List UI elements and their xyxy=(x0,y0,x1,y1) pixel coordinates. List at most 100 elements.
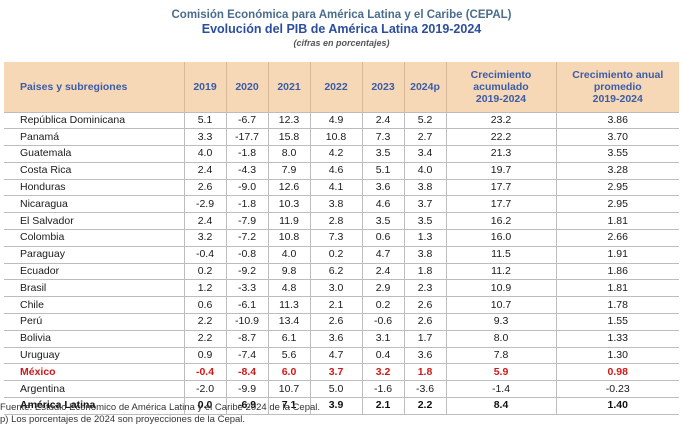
cell-country: Brasil xyxy=(4,279,184,297)
cell-2023: 0.4 xyxy=(361,346,404,364)
cell-2019: 5.1 xyxy=(183,111,226,129)
gdp-table: Paises y subregiones 2019 2020 2021 2022… xyxy=(4,62,679,415)
cell-2021: 4.0 xyxy=(267,245,310,264)
table-row: América Latina 0.0 -6.9 7.1 3.9 2.1 2.2 8.4 1.40 xyxy=(4,397,679,415)
cell-2022: 5.0 xyxy=(309,380,362,398)
report-main-title: Evolución del PIB de América Latina 2019… xyxy=(201,22,482,36)
cell-accumulated: 5.9 xyxy=(445,363,556,381)
cell-2020: -10.9 xyxy=(225,313,268,331)
table-body: República Dominicana 5.1 -6.7 12.3 4.9 2.4 5.2… xyxy=(4,111,679,415)
cell-2021: 7.9 xyxy=(267,161,310,180)
cell-2024p: 3.6 xyxy=(403,346,446,364)
cell-2021: 11.9 xyxy=(267,212,310,230)
cell-2019: -0.4 xyxy=(183,245,226,264)
cell-2024p: 1.7 xyxy=(403,329,446,348)
cell-accumulated: 10.9 xyxy=(445,279,556,297)
cell-country: Honduras xyxy=(4,178,184,196)
cell-country: República Dominicana xyxy=(4,111,184,129)
table-row: Guatemala 4.0 -1.8 8.0 4.2 3.5 3.4 21.3 3.55 xyxy=(4,145,679,163)
cell-2020: -1.8 xyxy=(225,195,268,213)
cell-2019: 3.2 xyxy=(183,229,226,247)
cell-average: 3.55 xyxy=(555,145,679,163)
table-row: El Salvador 2.4 -7.9 11.9 2.8 3.5 3.5 16.2 1.81 xyxy=(4,212,679,230)
cell-average: 1.81 xyxy=(555,279,679,297)
cell-2023: 5.1 xyxy=(361,161,404,180)
cell-country: Paraguay xyxy=(4,245,184,264)
cell-2019: 2.2 xyxy=(183,329,226,348)
cell-2021: 10.3 xyxy=(267,195,310,213)
cell-2021: 6.0 xyxy=(267,363,310,381)
table-row: Bolivia 2.2 -8.7 6.1 3.6 3.1 1.7 8.0 1.33 xyxy=(4,329,679,348)
report-subtitle: (cifras en porcentajes) xyxy=(293,38,390,48)
cell-2023: 3.1 xyxy=(361,329,404,348)
cell-2020: -17.7 xyxy=(225,128,268,146)
table-row: Perú 2.2 -10.9 13.4 2.6 -0.6 2.6 9.3 1.55 xyxy=(4,313,679,331)
cell-2024p: 4.0 xyxy=(403,161,446,180)
cell-2022: 7.3 xyxy=(309,229,362,247)
cell-2019: -0.4 xyxy=(183,363,226,381)
cell-2023: 2.9 xyxy=(361,279,404,297)
cell-2022: 3.6 xyxy=(309,329,362,348)
cell-2020: -8.7 xyxy=(225,329,268,348)
cell-accumulated: 16.2 xyxy=(445,212,556,230)
cell-2023: 0.2 xyxy=(361,296,404,314)
cell-country: Panamá xyxy=(4,128,184,146)
cell-2020: -9.0 xyxy=(225,178,268,196)
col-header-accumulated-line2: acumulado xyxy=(473,80,529,93)
cell-2023: 0.6 xyxy=(361,229,404,247)
cell-2022: 2.8 xyxy=(309,212,362,230)
table-row: República Dominicana 5.1 -6.7 12.3 4.9 2.4 5.2… xyxy=(4,111,679,129)
cell-2023: 3.6 xyxy=(361,178,404,196)
footnote-source: Fuente: Estudio Económico de América Lat… xyxy=(0,402,321,413)
cell-accumulated: 19.7 xyxy=(445,161,556,180)
cell-2019: 3.3 xyxy=(183,128,226,146)
cell-2019: 2.6 xyxy=(183,178,226,196)
cell-country: Bolivia xyxy=(4,329,184,348)
table-row: Brasil 1.2 -3.3 4.8 3.0 2.9 2.3 10.9 1.81 xyxy=(4,279,679,297)
col-header-average-line1: Crecimiento anual xyxy=(572,68,664,81)
cell-2019: 2.4 xyxy=(183,212,226,230)
cell-average: 1.91 xyxy=(555,245,679,264)
cell-2019: 4.0 xyxy=(183,145,226,163)
cell-2024p: 2.6 xyxy=(403,313,446,331)
cell-average: 1.86 xyxy=(555,262,679,280)
cell-2020: -0.8 xyxy=(225,245,268,264)
cell-accumulated: 8.0 xyxy=(445,329,556,348)
col-header-average: Crecimiento anual promedio 2019-2024 xyxy=(555,62,679,112)
cell-2022: 4.1 xyxy=(309,178,362,196)
cell-2019: 1.2 xyxy=(183,279,226,297)
cell-country: Perú xyxy=(4,313,184,331)
cell-2022: 3.0 xyxy=(309,279,362,297)
col-header-2021: 2021 xyxy=(267,62,310,112)
col-header-average-line2: promedio xyxy=(593,80,642,93)
cell-2023: -1.6 xyxy=(361,380,404,398)
cell-2020: -3.3 xyxy=(225,279,268,297)
cell-2020: -8.4 xyxy=(225,363,268,381)
cell-2020: -4.3 xyxy=(225,161,268,180)
cell-country: Guatemala xyxy=(4,145,184,163)
col-header-accumulated-line1: Crecimiento xyxy=(470,68,532,81)
cell-2021: 9.8 xyxy=(267,262,310,280)
cell-2019: -2.0 xyxy=(183,380,226,398)
cell-average: 1.81 xyxy=(555,212,679,230)
table-row: Colombia 3.2 -7.2 10.8 7.3 0.6 1.3 16.0 2.66 xyxy=(4,229,679,247)
cell-2023: 2.4 xyxy=(361,111,404,129)
table-row: Argentina -2.0 -9.9 10.7 5.0 -1.6 -3.6 -1.4 -0.2… xyxy=(4,380,679,398)
col-header-2024p: 2024p xyxy=(403,62,446,112)
table-row: Paraguay -0.4 -0.8 4.0 0.2 4.7 3.8 11.5 1.91 xyxy=(4,245,679,264)
col-header-2020: 2020 xyxy=(225,62,268,112)
cell-accumulated: 16.0 xyxy=(445,229,556,247)
cell-2023: 2.4 xyxy=(361,262,404,280)
cell-2023: 2.1 xyxy=(361,397,404,415)
cell-country: América Latina xyxy=(4,397,184,415)
cell-2024p: 3.8 xyxy=(403,178,446,196)
col-header-country: Paises y subregiones xyxy=(4,62,184,112)
cell-average: 3.70 xyxy=(555,128,679,146)
cell-accumulated: 11.2 xyxy=(445,262,556,280)
cell-2022: 10.8 xyxy=(309,128,362,146)
cell-2023: 4.6 xyxy=(361,195,404,213)
col-header-accumulated-line3: 2019-2024 xyxy=(475,92,527,105)
cell-2024p: 5.2 xyxy=(403,111,446,129)
table-row: Panamá 3.3 -17.7 15.8 10.8 7.3 2.7 22.2 3.70 xyxy=(4,128,679,146)
cell-2021: 11.3 xyxy=(267,296,310,314)
